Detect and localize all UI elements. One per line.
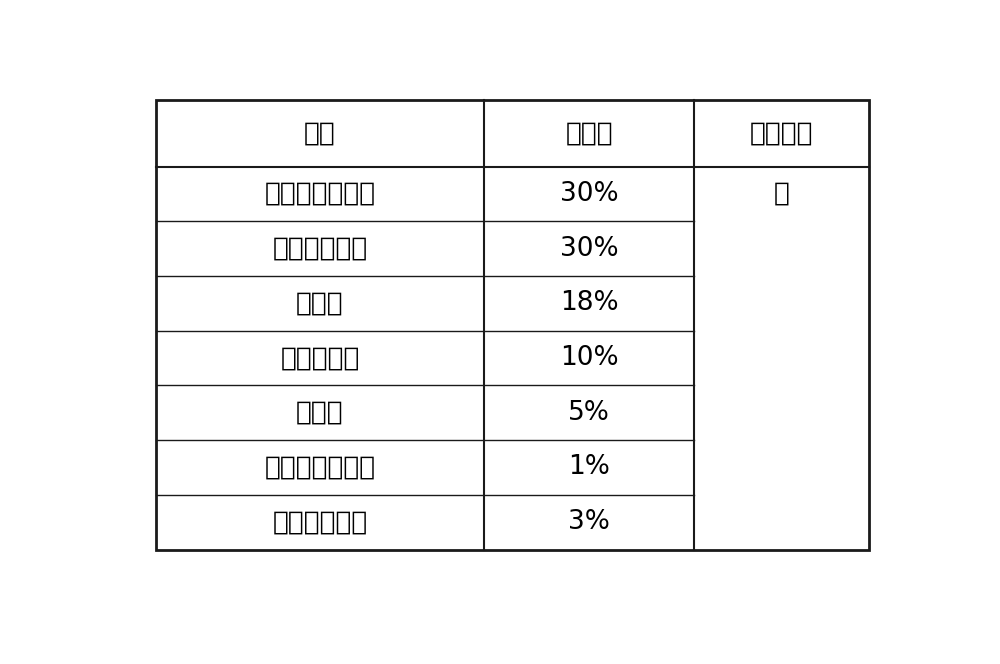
Text: 增塑剂: 增塑剂 xyxy=(296,290,344,316)
Text: 优: 优 xyxy=(774,181,790,207)
Text: 3%: 3% xyxy=(568,509,610,535)
Text: 硅树脂强化剂: 硅树脂强化剂 xyxy=(272,509,368,535)
Text: 10%: 10% xyxy=(560,345,618,371)
Text: 5%: 5% xyxy=(568,400,610,426)
Bar xyxy=(156,100,869,550)
Text: 1%: 1% xyxy=(568,454,610,481)
Text: 30%: 30% xyxy=(560,181,618,207)
Text: 力学性能: 力学性能 xyxy=(750,120,813,146)
Text: 碳化硅晶须: 碳化硅晶须 xyxy=(280,345,360,371)
Text: 30%: 30% xyxy=(560,236,618,262)
Text: 多孔石英玻璃粉: 多孔石英玻璃粉 xyxy=(264,181,376,207)
Text: 莫来石矿化剂: 莫来石矿化剂 xyxy=(272,236,368,262)
Text: 原料: 原料 xyxy=(304,120,336,146)
Text: 重量份: 重量份 xyxy=(565,120,613,146)
Text: 18%: 18% xyxy=(560,290,618,316)
Text: 氧化硅: 氧化硅 xyxy=(296,400,344,426)
Text: 金属氧化物溶胶: 金属氧化物溶胶 xyxy=(264,454,376,481)
